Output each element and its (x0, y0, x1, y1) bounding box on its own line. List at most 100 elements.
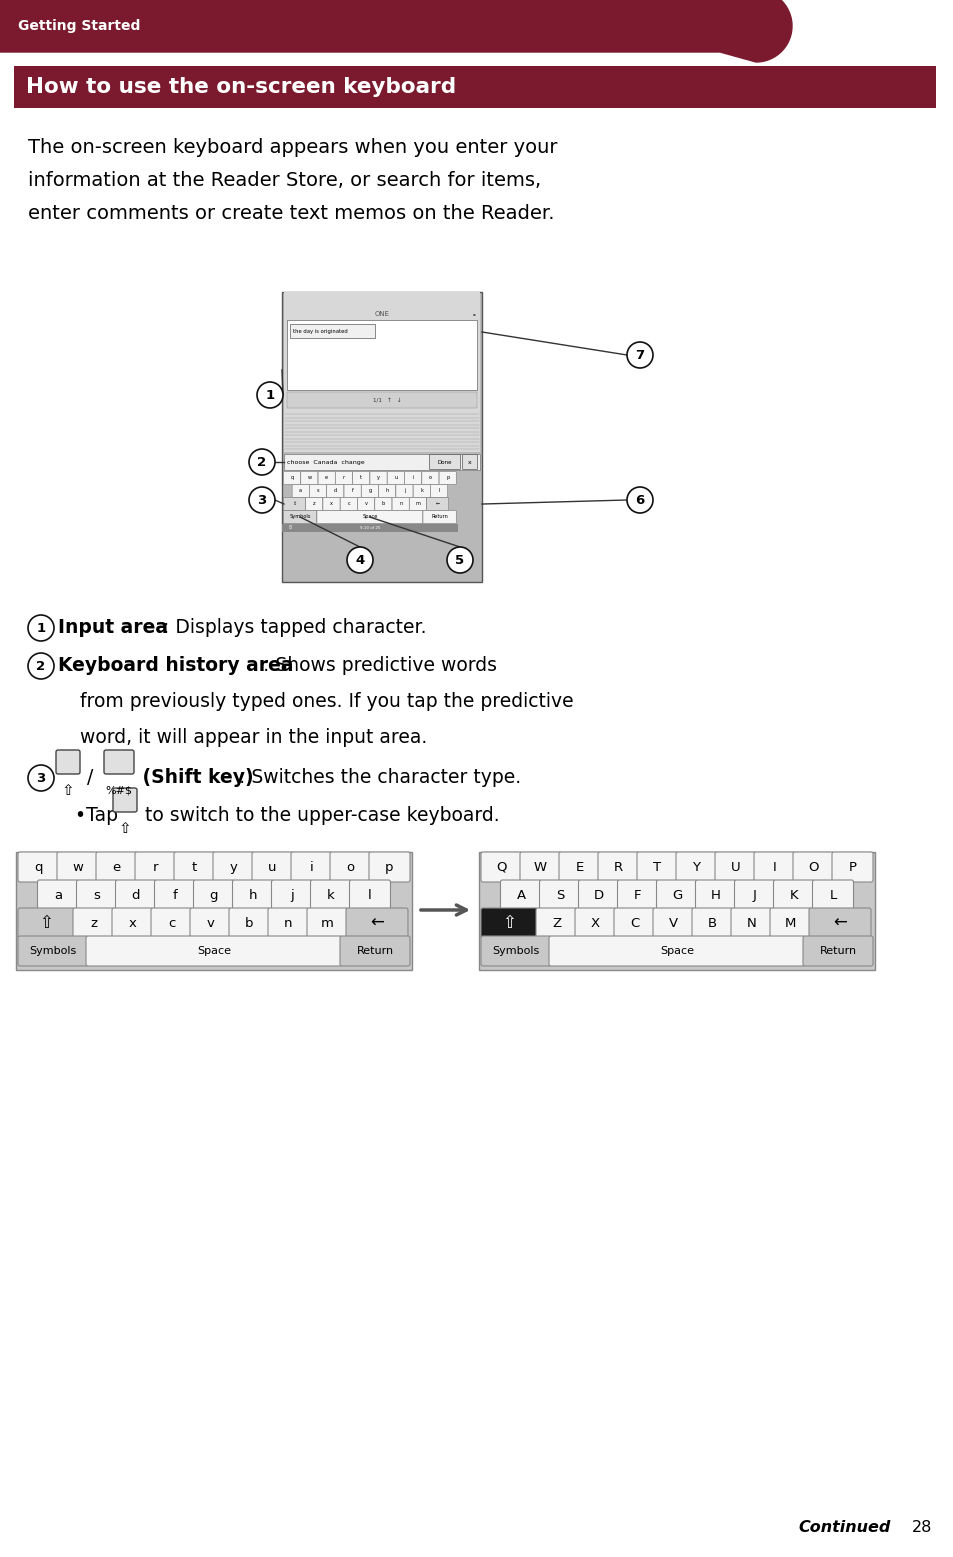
FancyBboxPatch shape (291, 852, 332, 881)
FancyBboxPatch shape (151, 908, 192, 937)
FancyBboxPatch shape (353, 472, 370, 484)
Text: i: i (310, 861, 313, 873)
Text: l: l (437, 489, 439, 494)
Text: 9-10 of 25: 9-10 of 25 (359, 526, 379, 529)
Text: r: r (152, 861, 158, 873)
FancyBboxPatch shape (404, 472, 421, 484)
Text: Return: Return (431, 514, 448, 520)
FancyBboxPatch shape (714, 852, 755, 881)
Text: %#$: %#$ (106, 785, 132, 796)
FancyBboxPatch shape (96, 852, 137, 881)
Text: I: I (772, 861, 776, 873)
FancyBboxPatch shape (548, 936, 804, 965)
FancyBboxPatch shape (652, 908, 693, 937)
Text: L: L (828, 889, 836, 902)
FancyBboxPatch shape (430, 484, 447, 497)
Bar (14, 65, 935, 107)
Text: n: n (398, 501, 402, 506)
FancyBboxPatch shape (73, 908, 113, 937)
Text: 4: 4 (355, 553, 364, 567)
Text: S: S (556, 889, 563, 902)
Text: B: B (707, 917, 717, 930)
Text: 1: 1 (36, 621, 46, 635)
Text: h: h (385, 489, 389, 494)
Text: Done: Done (437, 459, 452, 464)
FancyBboxPatch shape (115, 880, 156, 909)
Text: 2: 2 (257, 456, 266, 469)
FancyBboxPatch shape (339, 936, 410, 965)
Text: to switch to the upper-case keyboard.: to switch to the upper-case keyboard. (139, 807, 499, 825)
Text: 5: 5 (455, 553, 464, 567)
Text: f: f (352, 489, 354, 494)
Text: 7: 7 (635, 349, 644, 361)
FancyBboxPatch shape (76, 880, 117, 909)
FancyBboxPatch shape (378, 484, 395, 497)
Text: b: b (245, 917, 253, 930)
FancyBboxPatch shape (292, 484, 309, 497)
Text: v: v (364, 501, 367, 506)
FancyBboxPatch shape (272, 880, 313, 909)
FancyBboxPatch shape (300, 472, 317, 484)
Text: H: H (710, 889, 720, 902)
Circle shape (28, 764, 54, 791)
FancyBboxPatch shape (346, 908, 408, 937)
FancyBboxPatch shape (480, 852, 521, 881)
FancyBboxPatch shape (104, 750, 133, 774)
Text: w: w (307, 475, 311, 481)
Text: V: V (668, 917, 678, 930)
FancyBboxPatch shape (387, 472, 404, 484)
Text: Symbols: Symbols (30, 947, 76, 956)
FancyBboxPatch shape (831, 852, 872, 881)
FancyBboxPatch shape (413, 484, 430, 497)
Text: ⇧: ⇧ (118, 821, 132, 836)
FancyBboxPatch shape (462, 455, 477, 470)
Text: 3: 3 (257, 494, 266, 506)
Text: z: z (90, 917, 97, 930)
FancyBboxPatch shape (769, 908, 810, 937)
Text: 6: 6 (635, 494, 644, 506)
Text: W: W (534, 861, 546, 873)
FancyBboxPatch shape (438, 472, 456, 484)
Text: p: p (446, 475, 449, 481)
FancyBboxPatch shape (361, 484, 378, 497)
Text: q: q (291, 475, 294, 481)
Text: Return: Return (356, 947, 394, 956)
Text: ⇧: ⇧ (39, 914, 53, 933)
Text: enter comments or create text memos on the Reader.: enter comments or create text memos on t… (28, 204, 554, 223)
Text: Y: Y (692, 861, 700, 873)
Text: ⇧: ⇧ (502, 914, 516, 933)
Text: o: o (346, 861, 355, 873)
Text: Symbols: Symbols (289, 514, 311, 520)
Text: 1/1   ↑   ↓: 1/1 ↑ ↓ (373, 397, 401, 403)
Text: i: i (412, 475, 414, 481)
FancyBboxPatch shape (426, 498, 448, 511)
Text: T: T (653, 861, 660, 873)
Circle shape (447, 547, 473, 573)
FancyBboxPatch shape (86, 936, 341, 965)
Text: t: t (192, 861, 197, 873)
Text: n: n (284, 917, 293, 930)
Text: e: e (325, 475, 328, 481)
Text: : Switches the character type.: : Switches the character type. (239, 768, 521, 786)
FancyBboxPatch shape (691, 908, 732, 937)
FancyBboxPatch shape (812, 880, 853, 909)
FancyBboxPatch shape (773, 880, 814, 909)
FancyBboxPatch shape (370, 472, 387, 484)
Text: R: R (614, 861, 622, 873)
FancyBboxPatch shape (519, 852, 560, 881)
FancyBboxPatch shape (340, 498, 357, 511)
Text: u: u (394, 475, 397, 481)
Text: c: c (168, 917, 175, 930)
FancyBboxPatch shape (56, 750, 80, 774)
FancyBboxPatch shape (730, 908, 771, 937)
Text: 8: 8 (289, 525, 292, 531)
FancyBboxPatch shape (173, 852, 214, 881)
Text: k: k (327, 889, 335, 902)
Text: h: h (249, 889, 257, 902)
FancyBboxPatch shape (309, 484, 326, 497)
FancyBboxPatch shape (676, 852, 717, 881)
Text: v: v (207, 917, 214, 930)
Text: j: j (403, 489, 405, 494)
Text: ⇧: ⇧ (62, 783, 74, 797)
FancyBboxPatch shape (344, 484, 361, 497)
